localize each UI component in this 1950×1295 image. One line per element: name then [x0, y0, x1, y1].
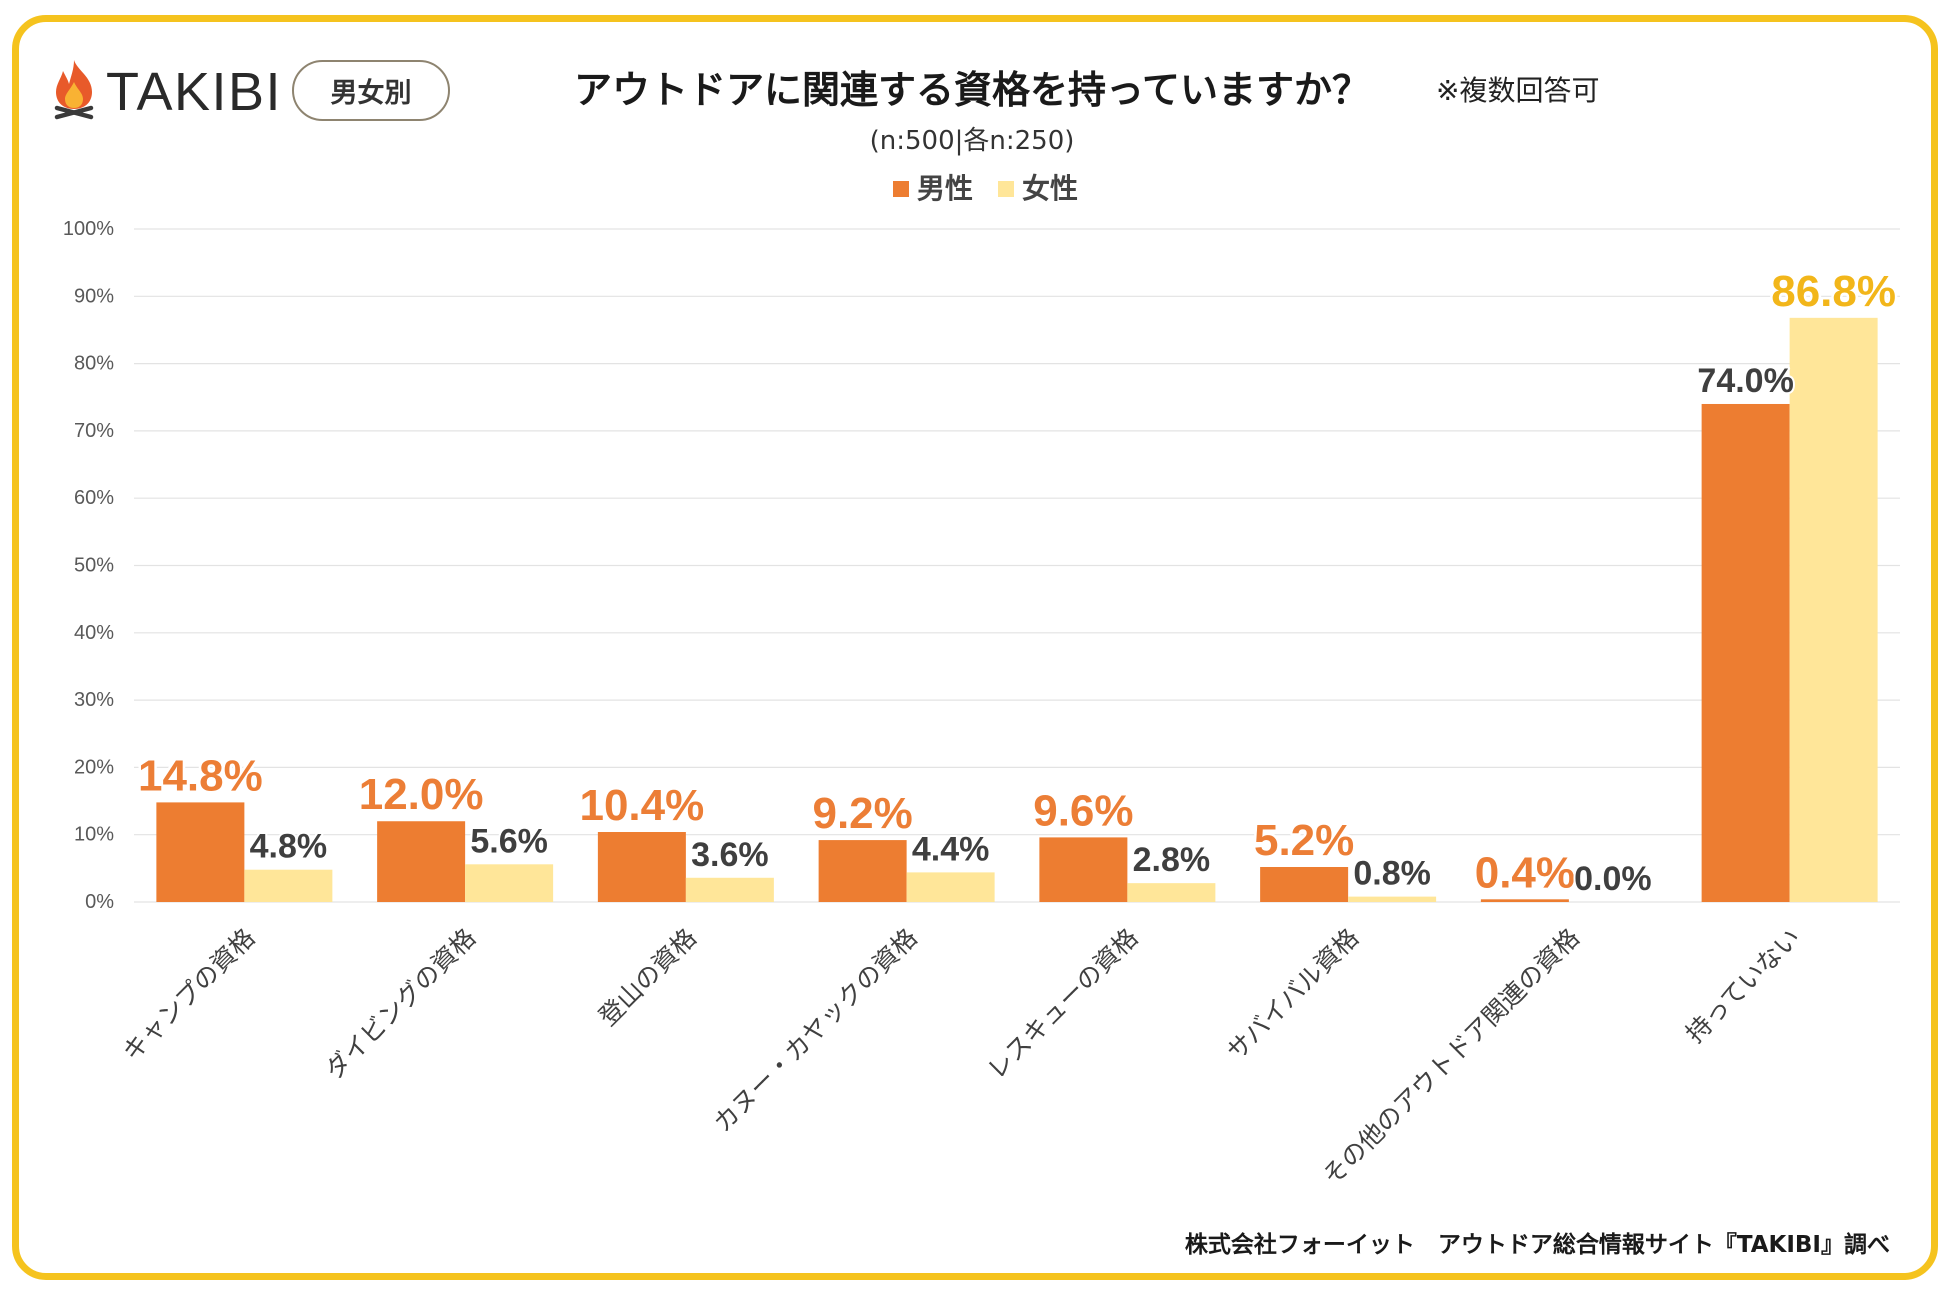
source-credit: 株式会社フォーイット アウトドア総合情報サイト『TAKIBI』調べ — [1184, 1232, 1890, 1258]
legend-label-male: 男性 — [917, 172, 974, 205]
bar-female — [1348, 896, 1437, 902]
category-label: サバイバル資格 — [1221, 923, 1364, 1066]
takibi-logo: TAKIBI — [50, 58, 290, 120]
value-label-female: 3.6% — [691, 836, 769, 874]
legend-label-female: 女性 — [1022, 172, 1079, 205]
bar-male — [597, 832, 686, 902]
sample-size: (n:500|各n:250) — [869, 126, 1075, 156]
chart-note: ※複数回答可 — [1436, 74, 1600, 107]
y-tick-label: 30% — [74, 689, 114, 711]
chart-frame — [12, 15, 1938, 1280]
category-label: カヌー・カヤックの資格 — [708, 923, 923, 1138]
y-tick-label: 20% — [74, 756, 114, 778]
value-label-male: 9.6% — [1033, 786, 1133, 835]
y-tick-label: 100% — [63, 218, 114, 240]
value-label-male: 10.4% — [579, 781, 704, 830]
category-label: レスキューの資格 — [982, 923, 1144, 1085]
value-label-female: 86.8% — [1771, 267, 1896, 316]
y-tick-label: 60% — [74, 487, 114, 509]
value-label-female: 0.8% — [1353, 855, 1431, 893]
bar-female — [244, 869, 333, 902]
bar-female — [1127, 883, 1216, 902]
value-label-female: 4.4% — [912, 830, 990, 868]
legend: 男性 女性 — [893, 173, 1078, 205]
y-tick-label: 80% — [74, 353, 114, 375]
value-label-female: 2.8% — [1133, 841, 1211, 879]
category-label: キャンプの資格 — [117, 923, 261, 1067]
logo-wordmark: TAKIBI — [106, 62, 283, 122]
value-label-male: 0.4% — [1475, 848, 1575, 897]
legend-item-female: 女性 — [998, 173, 1078, 205]
bar-male — [1480, 899, 1569, 902]
bar-female — [1789, 317, 1878, 902]
y-tick-label: 40% — [74, 622, 114, 644]
category-label: 持っていない — [1680, 923, 1806, 1049]
bar-male — [1701, 403, 1790, 902]
campfire-icon — [54, 60, 94, 120]
segment-badge: 男女別 — [292, 60, 450, 121]
bar-male — [818, 840, 907, 902]
bar-female — [906, 872, 995, 902]
y-tick-label: 90% — [74, 285, 114, 307]
legend-item-male: 男性 — [893, 173, 973, 205]
bar-female — [465, 864, 554, 902]
value-label-male: 5.2% — [1254, 816, 1354, 865]
value-label-male: 74.0% — [1697, 362, 1793, 400]
category-label: ダイビングの資格 — [319, 923, 481, 1085]
y-tick-label: 50% — [74, 555, 114, 577]
legend-swatch-male — [893, 181, 909, 197]
bar-male — [156, 802, 245, 902]
category-label: 登山の資格 — [593, 923, 702, 1032]
category-label: その他のアウトドア関連の資格 — [1317, 923, 1585, 1191]
y-tick-label: 0% — [85, 891, 114, 913]
value-label-female: 4.8% — [250, 828, 328, 866]
value-label-male: 14.8% — [138, 751, 263, 800]
value-label-female: 0.0% — [1574, 860, 1652, 898]
y-tick-label: 10% — [74, 824, 114, 846]
value-label-male: 9.2% — [812, 789, 912, 838]
bar-male — [1260, 867, 1349, 902]
bar-female — [685, 877, 774, 902]
bar-male — [377, 821, 466, 902]
legend-swatch-female — [998, 181, 1015, 197]
value-label-female: 5.6% — [470, 822, 548, 860]
chart-title: アウトドアに関連する資格を持っていますか？ — [573, 68, 1371, 112]
value-label-male: 12.0% — [359, 770, 484, 819]
y-tick-label: 70% — [74, 420, 114, 442]
bar-male — [1039, 837, 1128, 902]
